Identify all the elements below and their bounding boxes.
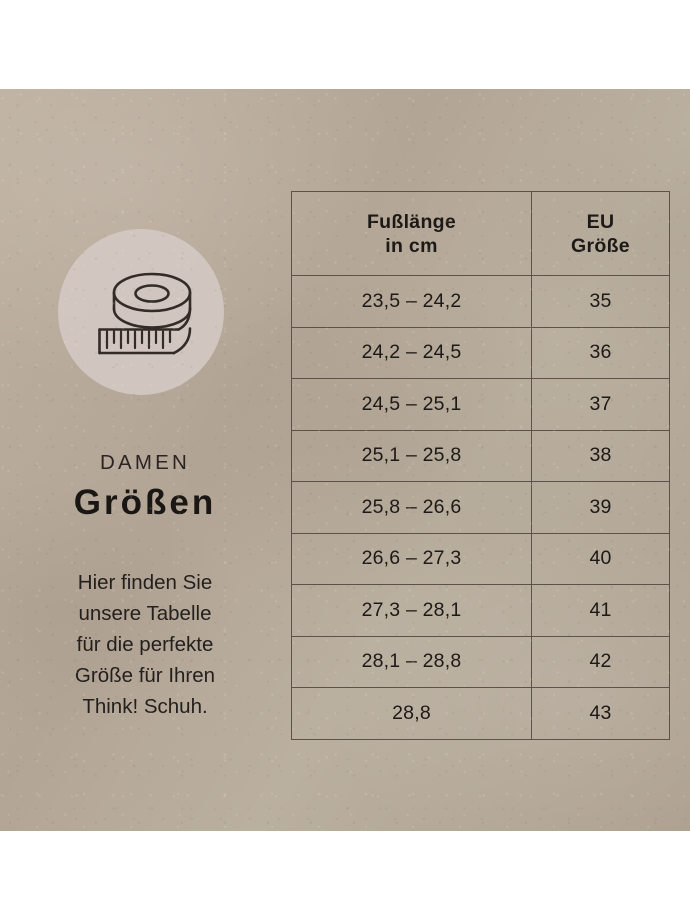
cell-foot-length: 28,1 – 28,8 — [291, 635, 532, 688]
cell-eu-size: 42 — [531, 635, 670, 688]
table-row: 28,8 43 — [291, 687, 670, 740]
header-line-2: Größe — [571, 234, 630, 257]
cell-foot-length: 23,5 – 24,2 — [291, 275, 532, 328]
intro-line: für die perfekte — [76, 633, 214, 656]
cell-eu-size: 40 — [531, 532, 670, 585]
cell-eu-size: 41 — [531, 584, 670, 637]
cell-foot-length: 24,2 – 24,5 — [291, 326, 532, 379]
table-row: 27,3 – 28,1 41 — [291, 584, 670, 637]
size-table-head: Fußlänge in cm EU Größe — [291, 191, 670, 276]
cell-eu-size: 35 — [531, 275, 670, 328]
cell-foot-length: 28,8 — [291, 687, 532, 740]
column-header-foot-length: Fußlänge in cm — [291, 191, 532, 276]
cell-eu-size: 36 — [531, 326, 670, 379]
header-line-1: Fußlänge — [366, 210, 457, 233]
intro-paragraph: Hier finden Sie unsere Tabelle für die p… — [24, 567, 266, 722]
cell-foot-length: 27,3 – 28,1 — [291, 584, 532, 637]
intro-line: Think! Schuh. — [82, 695, 208, 718]
cell-foot-length: 26,6 – 27,3 — [291, 532, 532, 585]
cell-foot-length: 25,1 – 25,8 — [291, 429, 532, 482]
intro-column: DAMEN Größen Hier finden Sie unsere Tabe… — [0, 89, 290, 831]
intro-line: Größe für Ihren — [74, 664, 216, 687]
cell-eu-size: 38 — [531, 429, 670, 482]
table-row: 25,1 – 25,8 38 — [291, 429, 670, 482]
cell-eu-size: 43 — [531, 687, 670, 740]
header-line-2: in cm — [385, 234, 438, 257]
measuring-tape-icon — [58, 229, 224, 395]
page-title: Größen — [73, 483, 217, 522]
intro-line: Hier finden Sie — [77, 571, 213, 594]
table-header-row: Fußlänge in cm EU Größe — [291, 191, 670, 276]
size-table-body: 23,5 – 24,2 35 24,2 – 24,5 36 24,5 – 25,… — [291, 275, 670, 740]
cell-eu-size: 37 — [531, 378, 670, 431]
table-row: 24,5 – 25,1 37 — [291, 378, 670, 431]
table-row: 28,1 – 28,8 42 — [291, 635, 670, 688]
icon-circle-background — [58, 229, 224, 395]
size-table: Fußlänge in cm EU Größe 23,5 – 24,2 35 — [291, 191, 670, 740]
table-row: 26,6 – 27,3 40 — [291, 532, 670, 585]
table-row: 25,8 – 26,6 39 — [291, 481, 670, 534]
table-row: 24,2 – 24,5 36 — [291, 326, 670, 379]
kraft-paper-panel: DAMEN Größen Hier finden Sie unsere Tabe… — [0, 89, 690, 831]
cell-foot-length: 24,5 – 25,1 — [291, 378, 532, 431]
header-line-1: EU — [586, 210, 615, 233]
eyebrow-label: DAMEN — [99, 451, 191, 474]
intro-line: unsere Tabelle — [78, 602, 212, 625]
size-table-container: Fußlänge in cm EU Größe 23,5 – 24,2 35 — [291, 191, 670, 740]
cell-foot-length: 25,8 – 26,6 — [291, 481, 532, 534]
cell-eu-size: 39 — [531, 481, 670, 534]
table-row: 23,5 – 24,2 35 — [291, 275, 670, 328]
column-header-eu-size: EU Größe — [531, 191, 670, 276]
